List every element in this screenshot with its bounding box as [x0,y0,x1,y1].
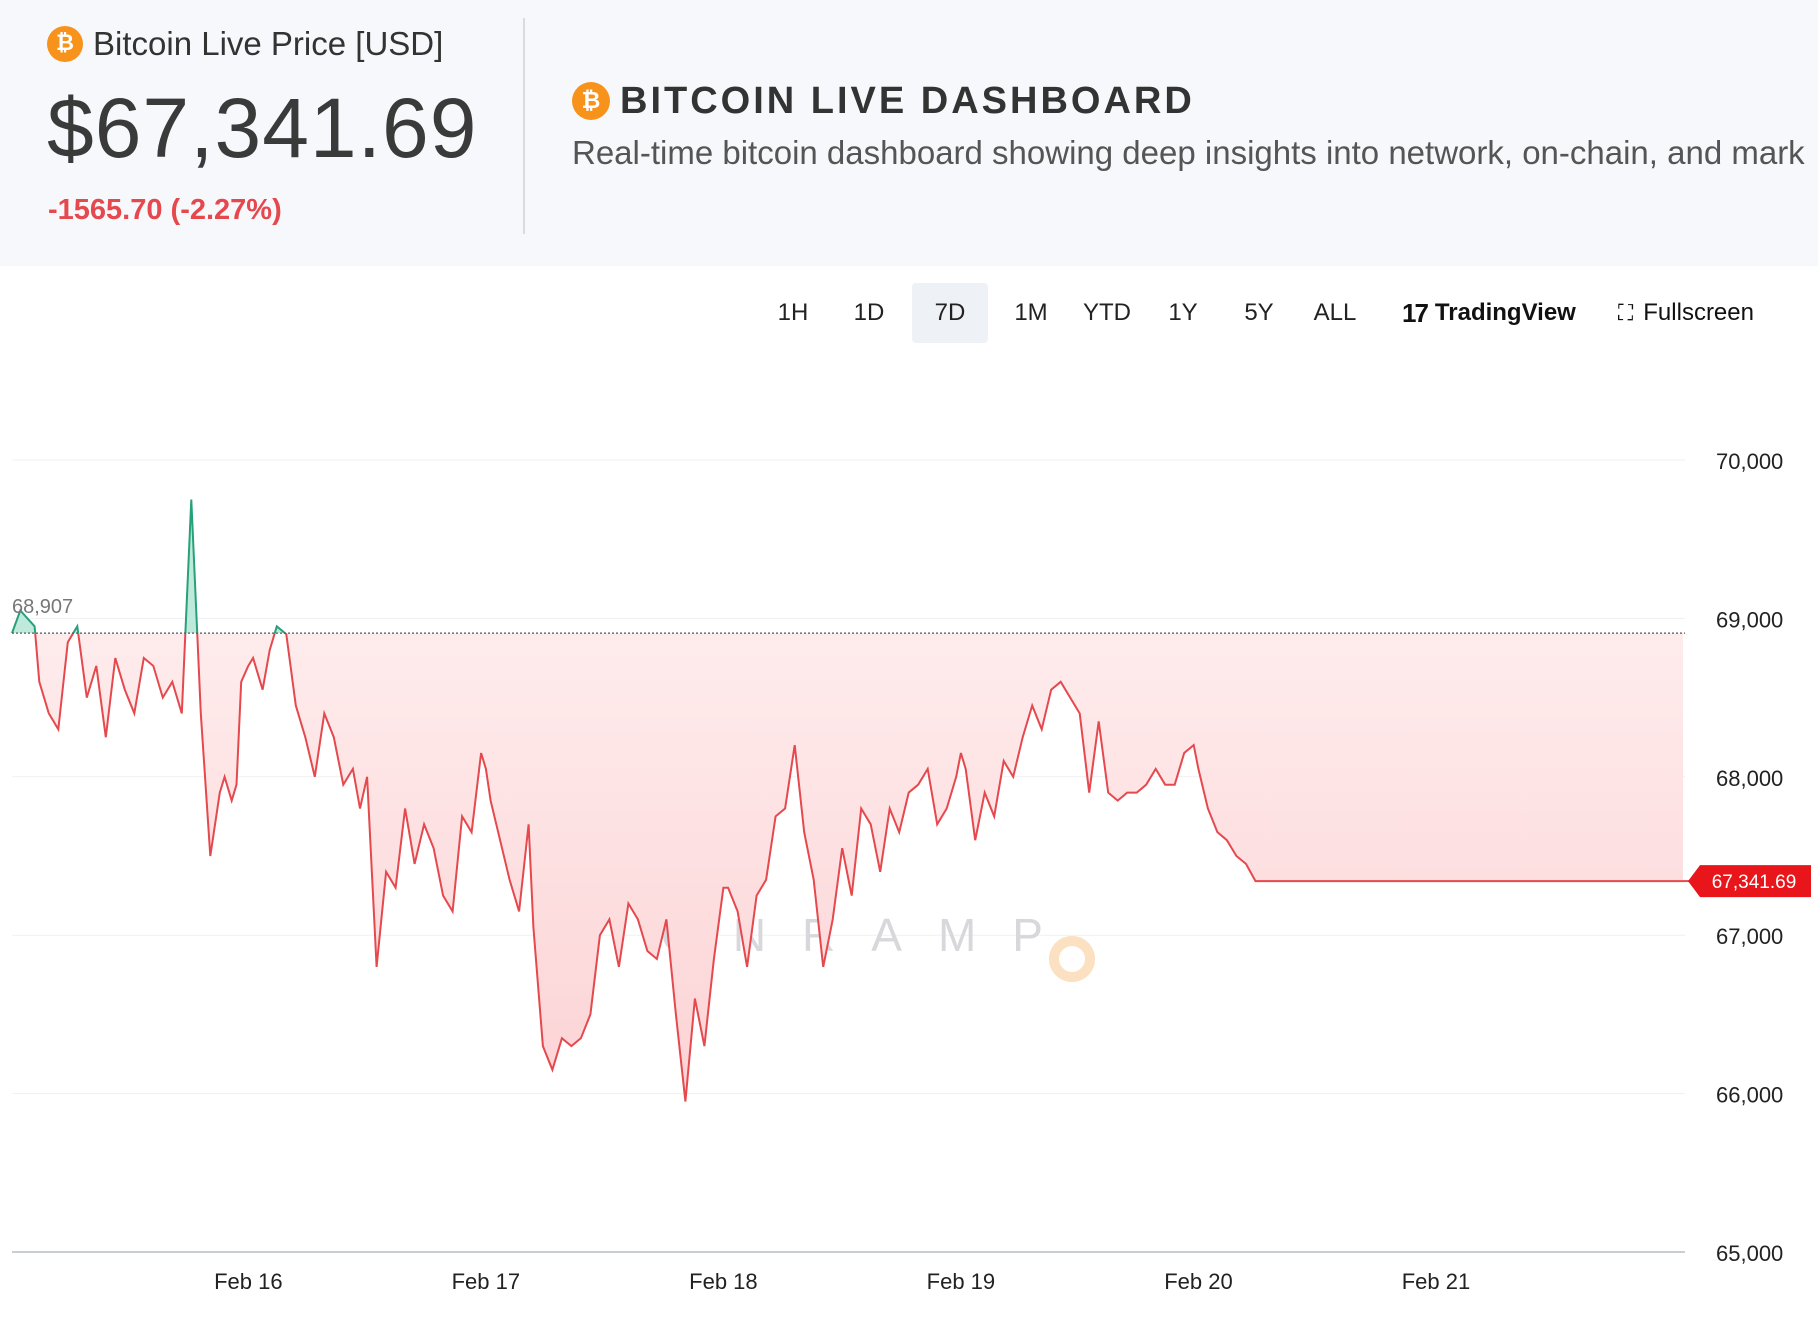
current-price: $67,341.69 [47,81,478,175]
price-title-row: ₿ Bitcoin Live Price [USD] [47,24,443,64]
timeframe-1h[interactable]: 1H [777,299,809,326]
fullscreen-icon: ⛶ [1617,300,1634,325]
timeframe-1y[interactable]: 1Y [1168,299,1198,326]
axis-labels: 65,000 66,000 67,000 68,000 69,000 70,000 Feb … [12,449,1811,1294]
fullscreen-button[interactable]: ⛶ Fullscreen [1618,299,1754,327]
x-tick-label: Feb 18 [689,1269,758,1294]
price-title: Bitcoin Live Price [USD] [93,25,444,62]
header-divider [523,18,525,234]
y-tick-label: 65,000 [1716,1241,1783,1266]
header-panel: ₿ Bitcoin Live Price [USD] $67,341.69 -1… [0,0,1818,266]
x-tick-label: Feb 21 [1402,1269,1471,1294]
bitcoin-icon: ₿ [572,82,610,120]
chart-toolbar: 1H 1D 7D 1M YTD 1Y 5Y ALL 17 TradingView… [760,283,1754,343]
down-price-line [12,633,1683,1102]
x-tick-label: Feb 17 [452,1269,521,1294]
timeframe-7d[interactable]: 7D [912,283,988,343]
y-tick-label: 70,000 [1716,449,1783,474]
price-change: -1565.70 (-2.27%) [48,194,282,226]
dashboard-title-row: ₿ BITCOIN LIVE DASHBOARD [572,78,1195,124]
y-tick-label: 67,000 [1716,924,1783,949]
timeframe-ytd[interactable]: YTD [1083,299,1131,326]
dashboard-subtitle: Real-time bitcoin dashboard showing deep… [572,134,1805,171]
x-tick-label: Feb 19 [927,1269,996,1294]
baseline-label: 68,907 [12,596,73,618]
fullscreen-label: Fullscreen [1643,299,1754,326]
bitcoin-icon: ₿ [47,26,83,62]
price-area [11,499,1690,1102]
onramp-watermark: ONRAMP [661,909,1095,982]
watermark-logo-icon [1049,935,1095,982]
timeframe-1m[interactable]: 1M [1014,299,1048,326]
last-price-label: 67,341.69 [1712,872,1797,893]
watermark-text: ONRAMP [661,909,1079,961]
last-price-tag [1688,865,1811,898]
x-tick-label: Feb 20 [1164,1269,1233,1294]
price-chart[interactable]: ONRAMP 65,000 66,000 67,000 68,000 69,000 70,… [0,360,1818,1320]
x-tick-label: Feb 16 [214,1269,283,1294]
dashboard-title: BITCOIN LIVE DASHBOARD [620,79,1195,122]
tradingview-label: TradingView [1434,299,1576,326]
down-area-fill [35,633,1683,1102]
timeframe-5y[interactable]: 5Y [1244,299,1274,326]
timeframe-all[interactable]: ALL [1313,299,1357,326]
tradingview-link[interactable]: 17 TradingView [1402,298,1576,329]
y-tick-label: 69,000 [1716,607,1783,632]
timeframe-1d[interactable]: 1D [853,299,885,326]
y-tick-label: 66,000 [1716,1083,1783,1108]
y-tick-label: 68,000 [1716,766,1783,791]
tradingview-logo-icon: 17 [1402,297,1429,328]
